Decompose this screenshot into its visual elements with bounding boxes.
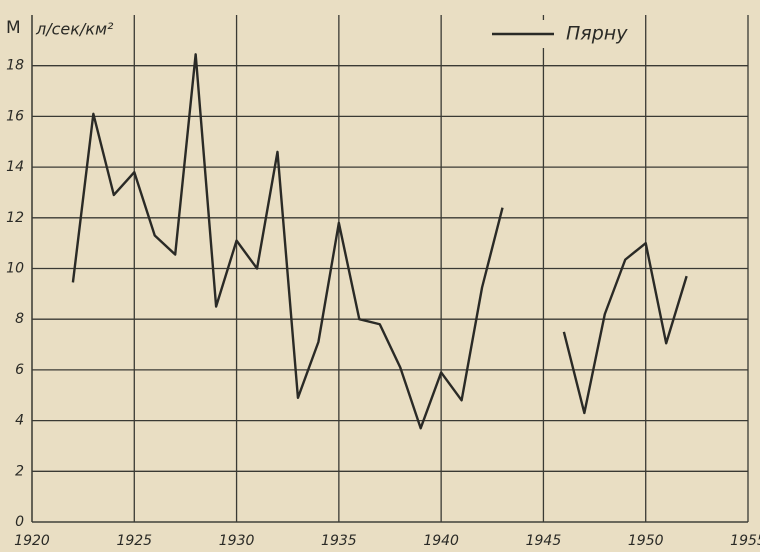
y-tick-label: 8 [15, 311, 24, 327]
y-tick-label: 10 [6, 261, 24, 277]
x-tick-label: 1950 [628, 533, 664, 549]
x-tick-label: 1940 [423, 533, 459, 549]
y-tick-label: 4 [15, 413, 24, 429]
y-tick-label: 0 [15, 514, 24, 530]
x-tick-label: 1955 [730, 533, 760, 549]
legend-label: Пярну [566, 23, 628, 45]
x-tick-label: 1925 [116, 533, 152, 549]
x-tick-label: 1930 [219, 533, 255, 549]
y-tick-label: 6 [15, 362, 24, 378]
x-tick-label: 1945 [526, 533, 562, 549]
y-tick-label: 14 [6, 159, 24, 175]
y-label: M [6, 18, 21, 38]
y-unit: л/сек/км² [35, 20, 114, 39]
y-tick-label: 18 [6, 58, 24, 74]
y-tick-label: 12 [6, 210, 24, 226]
y-tick-label: 2 [15, 463, 24, 479]
x-tick-label: 1920 [14, 533, 50, 549]
y-tick-label: 16 [6, 108, 24, 124]
x-tick-label: 1935 [321, 533, 357, 549]
data-line [71, 53, 688, 430]
